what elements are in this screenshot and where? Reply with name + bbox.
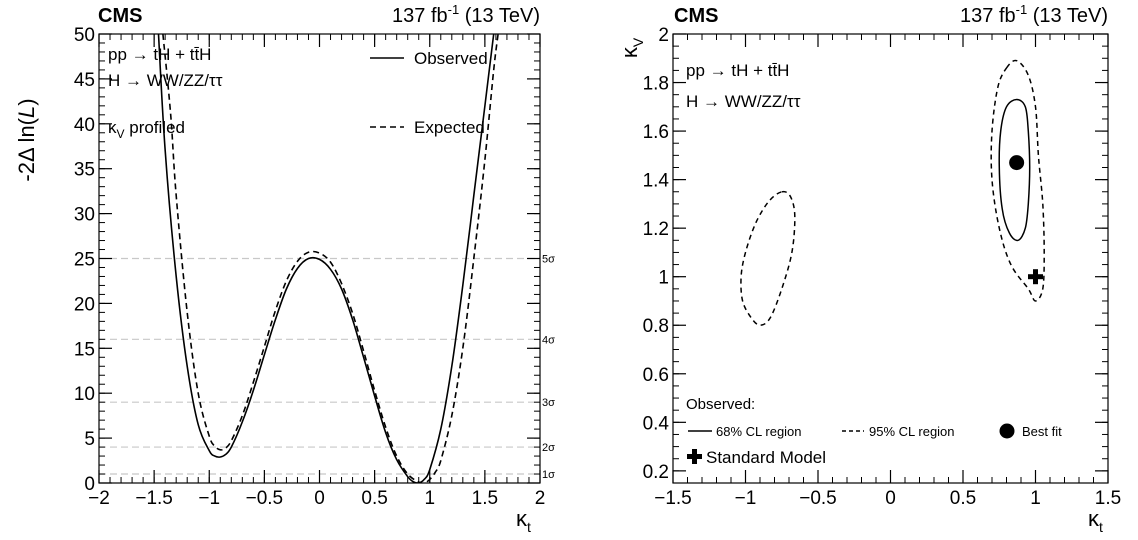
- y-tick-label: 15: [74, 339, 95, 360]
- y-axis-label: κV: [617, 37, 646, 58]
- y-axis-label-symbol: κ: [617, 46, 642, 58]
- kappa-v-subscript: V: [117, 127, 125, 141]
- x-tick-label: −0.5: [246, 488, 284, 509]
- profiled-text: profiled: [125, 118, 185, 137]
- sigma-label: 1σ: [542, 469, 555, 481]
- lumi-exponent: -1: [448, 2, 460, 17]
- y-tick-label: 20: [74, 294, 95, 315]
- y-tick-label: 25: [74, 250, 95, 271]
- x-axis-label-subscript: t: [527, 519, 531, 535]
- y-tick-label: 0.2: [643, 462, 669, 483]
- lumi-label: 137 fb-1 (13 TeV): [392, 2, 540, 27]
- decay-label: H → WW/ZZ/ττ: [108, 71, 223, 90]
- legend-sm-label: Standard Model: [706, 448, 826, 467]
- x-tick-label: 1: [1030, 488, 1041, 509]
- y-tick-label: 50: [74, 25, 95, 46]
- lumi-energy: (13 TeV): [459, 5, 540, 27]
- x-axis-label-subscript: t: [1099, 519, 1103, 535]
- y-tick-label: 2: [658, 25, 669, 46]
- y-tick-label: 40: [74, 115, 95, 136]
- contours: [740, 59, 1045, 326]
- sigma-label: 4σ: [542, 334, 555, 346]
- lumi-value: 137 fb: [392, 5, 448, 27]
- lumi-label: 137 fb-1 (13 TeV): [960, 2, 1108, 27]
- y-axis-label-subscript: V: [630, 37, 646, 47]
- x-tick-label: −1.5: [654, 488, 692, 509]
- legend-best-fit-label: Best fit: [1022, 424, 1062, 439]
- legend-sm-marker: [687, 449, 702, 464]
- x-tick-label: 1.5: [1095, 488, 1121, 509]
- experiment-label: CMS: [674, 5, 718, 27]
- x-tick-label: −1.5: [135, 488, 173, 509]
- x-axis-label: κt: [516, 506, 531, 535]
- y-tick-label: 1.4: [643, 171, 670, 192]
- y-tick-label: 30: [74, 205, 95, 226]
- legend-observed-label: Observed: [414, 49, 488, 68]
- sigma-label: 2σ: [542, 442, 555, 454]
- x-tick-label: −1: [198, 488, 220, 509]
- y-tick-label: 0.4: [643, 413, 670, 434]
- y-tick-label: 0: [84, 474, 95, 495]
- contour-95cl: [990, 59, 1045, 302]
- legend-95cl-label: 95% CL region: [869, 424, 955, 439]
- process-label: pp → tH + tt̄H: [686, 61, 789, 80]
- lumi-exponent: -1: [1016, 2, 1028, 17]
- x-axis-label-symbol: κ: [1088, 506, 1100, 531]
- y-axis-label-italic: L: [14, 106, 39, 118]
- x-axis-label: κt: [1088, 506, 1103, 535]
- contour-68cl: [998, 98, 1031, 242]
- axis-ticks: −1.5 −1 −0.5 0 0.5 1 1.5 0.2 0.4 0.6 0.8 1 1.2 1.4 1.6…: [643, 25, 1122, 509]
- coupling-contour-panel: −1.5 −1 −0.5 0 0.5 1 1.5 0.2 0.4 0.6 0.8 1 1.2 1.4 1.6…: [617, 2, 1121, 535]
- legend-header: Observed:: [686, 396, 755, 413]
- x-tick-label: 0.5: [361, 488, 387, 509]
- profiled-label: κV profiled: [108, 118, 185, 141]
- observed-curve: [157, 34, 495, 483]
- legend-best-fit-marker: [999, 423, 1015, 439]
- y-tick-label: 35: [74, 160, 95, 181]
- x-tick-label: −2: [88, 488, 110, 509]
- y-axis-label: -2Δ ln(L): [14, 98, 39, 181]
- x-tick-label: 1.5: [472, 488, 498, 509]
- decay-label: H → WW/ZZ/ττ: [686, 92, 801, 111]
- x-tick-label: −1: [735, 488, 757, 509]
- y-tick-label: 5: [84, 429, 95, 450]
- y-tick-label: 1.2: [643, 219, 669, 240]
- experiment-label: CMS: [98, 5, 142, 27]
- kappa-v-symbol: κ: [108, 118, 117, 137]
- standard-model-marker: [1028, 269, 1043, 285]
- lumi-value: 137 fb: [960, 5, 1016, 27]
- sigma-label: 5σ: [542, 254, 555, 266]
- process-label: pp → tH + tt̄H: [108, 45, 211, 64]
- best-fit-marker: [1009, 155, 1025, 171]
- y-axis-label-start: -2Δ ln(: [14, 117, 39, 181]
- legend-68cl-label: 68% CL region: [716, 424, 802, 439]
- x-axis-label-symbol: κ: [516, 506, 528, 531]
- legend-expected-label: Expected: [414, 118, 485, 137]
- sigma-label: 3σ: [542, 397, 555, 409]
- y-tick-label: 10: [74, 384, 95, 405]
- y-tick-label: 1.6: [643, 122, 669, 143]
- x-tick-label: 0: [885, 488, 896, 509]
- sigma-lines: 1σ 2σ 3σ 4σ 5σ: [99, 254, 555, 481]
- x-tick-label: 0: [314, 488, 325, 509]
- x-tick-label: 2: [535, 488, 546, 509]
- expected-curve: [162, 34, 499, 483]
- x-tick-label: 1: [424, 488, 435, 509]
- curves: [157, 34, 499, 483]
- y-axis-label-end: ): [14, 98, 39, 105]
- x-tick-label: 0.5: [950, 488, 976, 509]
- x-tick-label: −0.5: [799, 488, 837, 509]
- y-tick-label: 45: [74, 70, 95, 91]
- y-tick-label: 0.8: [643, 316, 669, 337]
- axis-ticks: −2 −1.5 −1 −0.5 0 0.5 1 1.5 20510152025303540455…: [74, 25, 545, 509]
- y-tick-label: 1: [658, 268, 669, 289]
- lumi-energy: (13 TeV): [1027, 5, 1108, 27]
- contour-95cl: [740, 190, 796, 326]
- y-tick-label: 0.6: [643, 365, 669, 386]
- y-tick-label: 1.8: [643, 74, 669, 95]
